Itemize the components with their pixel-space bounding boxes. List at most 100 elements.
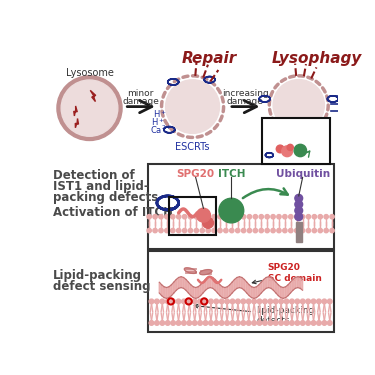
Circle shape — [200, 228, 204, 233]
Circle shape — [225, 321, 230, 325]
Circle shape — [147, 228, 152, 233]
Polygon shape — [171, 282, 174, 296]
Circle shape — [300, 228, 305, 233]
Circle shape — [311, 299, 316, 304]
Text: damage: damage — [122, 97, 159, 106]
Circle shape — [219, 321, 224, 325]
Circle shape — [252, 299, 257, 304]
Text: minor: minor — [128, 89, 154, 98]
Bar — [296, 222, 302, 242]
Circle shape — [230, 321, 235, 325]
Polygon shape — [283, 287, 286, 298]
Circle shape — [294, 214, 299, 219]
Circle shape — [290, 299, 294, 304]
Circle shape — [316, 299, 321, 304]
Polygon shape — [169, 285, 171, 298]
Polygon shape — [278, 285, 281, 298]
Circle shape — [182, 321, 186, 325]
Bar — [148, 251, 334, 332]
Circle shape — [188, 214, 193, 219]
Circle shape — [166, 80, 219, 134]
Polygon shape — [298, 277, 300, 288]
Circle shape — [214, 299, 219, 304]
Circle shape — [165, 228, 169, 233]
Polygon shape — [159, 282, 162, 296]
Circle shape — [322, 299, 327, 304]
Polygon shape — [256, 285, 259, 298]
Polygon shape — [296, 277, 298, 288]
Circle shape — [61, 80, 118, 136]
Circle shape — [283, 228, 287, 233]
Circle shape — [287, 144, 293, 150]
Circle shape — [295, 207, 303, 214]
Circle shape — [160, 299, 165, 304]
Circle shape — [206, 228, 210, 233]
Circle shape — [165, 321, 170, 325]
Circle shape — [295, 201, 303, 208]
Polygon shape — [244, 279, 247, 293]
Circle shape — [284, 299, 289, 304]
Text: Lipid-packing: Lipid-packing — [53, 270, 142, 282]
Circle shape — [182, 214, 187, 219]
Text: Detection of: Detection of — [53, 170, 135, 182]
Circle shape — [268, 299, 273, 304]
Text: defect sensing: defect sensing — [53, 280, 151, 293]
Circle shape — [300, 321, 305, 325]
Circle shape — [176, 299, 181, 304]
Polygon shape — [254, 287, 257, 298]
Circle shape — [230, 214, 234, 219]
Circle shape — [171, 321, 176, 325]
Circle shape — [259, 228, 264, 233]
Circle shape — [171, 228, 175, 233]
Polygon shape — [230, 282, 232, 296]
Polygon shape — [249, 285, 252, 298]
Circle shape — [230, 228, 234, 233]
Polygon shape — [74, 106, 77, 116]
Polygon shape — [215, 279, 217, 293]
Text: ESCRTs: ESCRTs — [176, 142, 210, 152]
Circle shape — [265, 214, 269, 219]
Circle shape — [300, 214, 305, 219]
Circle shape — [312, 214, 316, 219]
Circle shape — [253, 228, 258, 233]
Circle shape — [176, 321, 181, 325]
Circle shape — [206, 214, 210, 219]
Polygon shape — [286, 285, 288, 298]
Polygon shape — [293, 278, 296, 290]
Circle shape — [300, 299, 305, 304]
Circle shape — [187, 299, 192, 304]
Text: packing defects: packing defects — [53, 191, 158, 204]
Circle shape — [218, 214, 222, 219]
Circle shape — [257, 321, 262, 325]
Circle shape — [262, 299, 267, 304]
Circle shape — [253, 214, 258, 219]
Polygon shape — [288, 282, 291, 296]
Circle shape — [312, 228, 316, 233]
Circle shape — [209, 299, 213, 304]
Text: Lysophagy: Lysophagy — [272, 51, 362, 66]
Circle shape — [149, 299, 154, 304]
Polygon shape — [213, 278, 215, 290]
Circle shape — [154, 299, 159, 304]
Polygon shape — [235, 278, 237, 290]
Circle shape — [149, 321, 154, 325]
Polygon shape — [276, 282, 278, 296]
Circle shape — [279, 299, 284, 304]
Circle shape — [236, 299, 240, 304]
Polygon shape — [183, 278, 186, 290]
Text: H$^+$: H$^+$ — [151, 116, 165, 128]
Circle shape — [290, 321, 294, 325]
Circle shape — [282, 146, 292, 157]
Polygon shape — [259, 282, 261, 296]
Circle shape — [192, 299, 197, 304]
Circle shape — [279, 321, 284, 325]
Polygon shape — [201, 282, 203, 296]
Circle shape — [324, 214, 328, 219]
Circle shape — [330, 214, 334, 219]
Circle shape — [246, 299, 251, 304]
Circle shape — [276, 145, 284, 153]
Circle shape — [153, 228, 157, 233]
Circle shape — [203, 299, 208, 304]
Circle shape — [182, 228, 187, 233]
Circle shape — [159, 214, 163, 219]
